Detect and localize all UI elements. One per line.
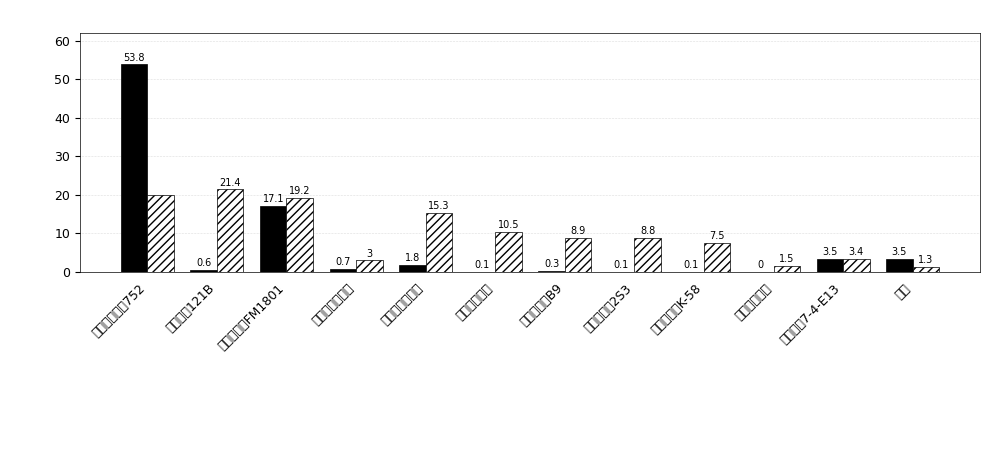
Text: 8.8: 8.8	[640, 226, 655, 236]
Bar	[330, 269, 356, 272]
Bar	[886, 258, 913, 272]
Text: 0.1: 0.1	[683, 260, 698, 270]
Bar	[565, 238, 591, 272]
Text: 19.2: 19.2	[289, 186, 310, 196]
Bar	[913, 267, 939, 272]
Text: 0.3: 0.3	[544, 259, 559, 269]
Bar	[843, 259, 870, 272]
Bar	[356, 260, 383, 272]
Text: 0.7: 0.7	[335, 257, 351, 267]
Bar	[817, 258, 843, 272]
Text: 1.8: 1.8	[405, 253, 420, 263]
Text: 21.4: 21.4	[219, 178, 241, 188]
Text: 1.5: 1.5	[779, 254, 794, 265]
Bar	[774, 266, 800, 272]
Text: 0.6: 0.6	[196, 258, 211, 268]
Text: 0: 0	[757, 260, 763, 270]
Text: 17.1: 17.1	[263, 194, 284, 204]
Text: 3.4: 3.4	[849, 247, 864, 257]
Text: 0.1: 0.1	[614, 260, 629, 270]
Bar	[121, 64, 147, 272]
Text: 3: 3	[366, 249, 372, 258]
Bar	[260, 206, 286, 272]
Text: 15.3: 15.3	[428, 201, 450, 211]
Text: 3.5: 3.5	[892, 247, 907, 257]
Text: 53.8: 53.8	[123, 53, 145, 62]
Bar	[704, 243, 730, 272]
Bar	[399, 265, 426, 272]
Text: 8.9: 8.9	[570, 226, 586, 236]
Bar	[495, 232, 522, 272]
Text: 10.5: 10.5	[498, 219, 519, 230]
Bar	[147, 195, 174, 272]
Text: 3.5: 3.5	[822, 247, 838, 257]
Text: 0.1: 0.1	[474, 260, 490, 270]
Text: 1.3: 1.3	[918, 255, 933, 265]
Bar	[426, 213, 452, 272]
Bar	[286, 198, 313, 272]
Bar	[538, 271, 565, 272]
Bar	[217, 189, 243, 272]
Bar	[190, 270, 217, 272]
Text: 7.5: 7.5	[709, 231, 725, 241]
Bar	[634, 238, 661, 272]
